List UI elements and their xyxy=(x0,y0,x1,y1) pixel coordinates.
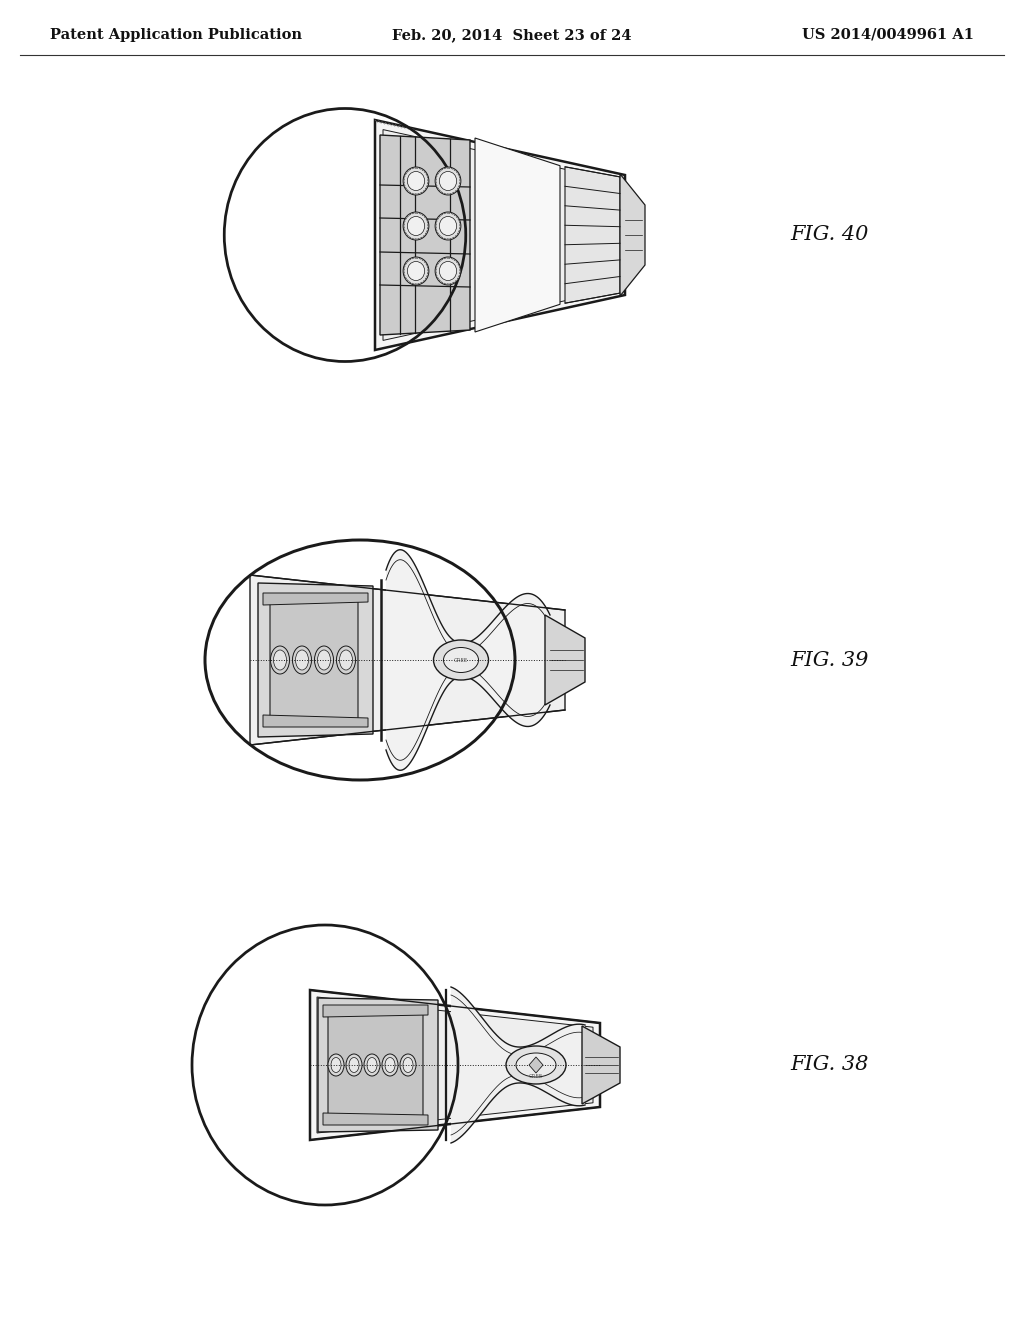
Polygon shape xyxy=(328,1008,423,1122)
Ellipse shape xyxy=(408,261,425,281)
Text: FIG. 39: FIG. 39 xyxy=(790,651,868,669)
Ellipse shape xyxy=(270,645,290,675)
Polygon shape xyxy=(451,987,585,1143)
Polygon shape xyxy=(386,549,550,771)
Ellipse shape xyxy=(403,1057,413,1072)
Polygon shape xyxy=(383,129,617,341)
Polygon shape xyxy=(565,166,620,304)
Ellipse shape xyxy=(435,168,461,195)
Polygon shape xyxy=(318,998,438,1133)
Ellipse shape xyxy=(293,645,311,675)
Ellipse shape xyxy=(340,649,352,671)
Ellipse shape xyxy=(328,1053,344,1076)
Text: US 2014/0049961 A1: US 2014/0049961 A1 xyxy=(802,28,974,42)
Ellipse shape xyxy=(516,1053,556,1077)
Ellipse shape xyxy=(331,1057,341,1072)
Ellipse shape xyxy=(346,1053,362,1076)
Ellipse shape xyxy=(296,649,308,671)
Ellipse shape xyxy=(349,1057,359,1072)
Ellipse shape xyxy=(439,261,457,281)
Polygon shape xyxy=(310,990,600,1140)
Ellipse shape xyxy=(443,648,478,672)
Ellipse shape xyxy=(435,213,461,240)
Ellipse shape xyxy=(433,640,488,680)
Ellipse shape xyxy=(408,216,425,235)
Text: FIG. 40: FIG. 40 xyxy=(790,226,868,244)
Ellipse shape xyxy=(317,649,331,671)
Ellipse shape xyxy=(367,1057,377,1072)
Polygon shape xyxy=(323,1005,428,1016)
Polygon shape xyxy=(620,174,645,296)
Ellipse shape xyxy=(337,645,355,675)
Polygon shape xyxy=(380,135,470,335)
Ellipse shape xyxy=(314,645,334,675)
Polygon shape xyxy=(263,715,368,727)
Polygon shape xyxy=(545,615,585,705)
Polygon shape xyxy=(270,595,358,725)
Text: FIG. 38: FIG. 38 xyxy=(790,1056,868,1074)
Polygon shape xyxy=(475,139,560,333)
Ellipse shape xyxy=(403,168,429,195)
Ellipse shape xyxy=(385,1057,395,1072)
Ellipse shape xyxy=(364,1053,380,1076)
Ellipse shape xyxy=(400,1053,416,1076)
Ellipse shape xyxy=(506,1045,566,1084)
Polygon shape xyxy=(375,120,625,350)
Text: Patent Application Publication: Patent Application Publication xyxy=(50,28,302,42)
Ellipse shape xyxy=(435,257,461,285)
Text: CREE: CREE xyxy=(528,1074,543,1080)
Ellipse shape xyxy=(273,649,287,671)
Polygon shape xyxy=(529,1057,543,1073)
Ellipse shape xyxy=(408,172,425,190)
Polygon shape xyxy=(317,997,593,1133)
Ellipse shape xyxy=(439,172,457,190)
Ellipse shape xyxy=(439,216,457,235)
Polygon shape xyxy=(250,576,565,744)
Ellipse shape xyxy=(403,257,429,285)
Polygon shape xyxy=(323,1113,428,1125)
Polygon shape xyxy=(263,593,368,605)
Polygon shape xyxy=(582,1026,620,1104)
Ellipse shape xyxy=(382,1053,398,1076)
Ellipse shape xyxy=(403,213,429,240)
Polygon shape xyxy=(258,583,373,737)
Text: Feb. 20, 2014  Sheet 23 of 24: Feb. 20, 2014 Sheet 23 of 24 xyxy=(392,28,632,42)
Text: CREE: CREE xyxy=(454,657,468,663)
